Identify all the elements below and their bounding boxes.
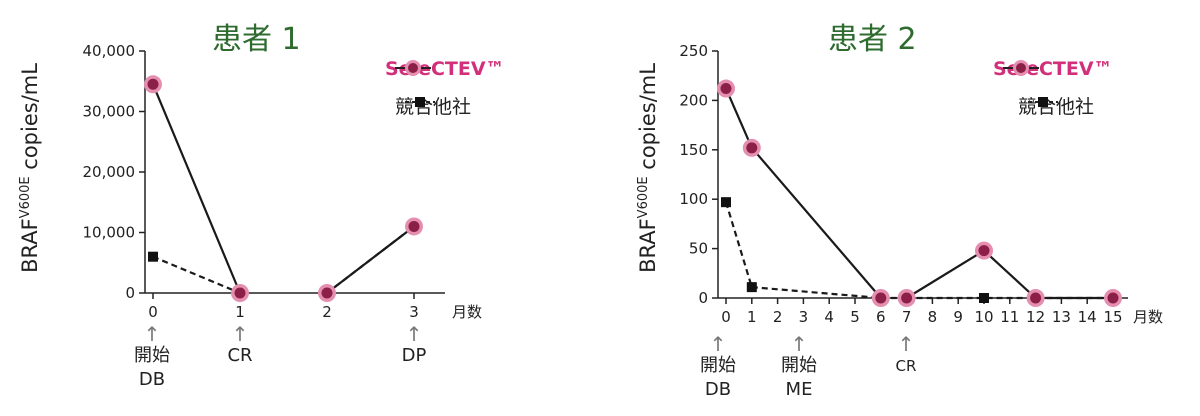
event-label-line2: DB <box>138 369 166 390</box>
chart-title: 患者 2 <box>828 22 917 57</box>
event-label-line1: CR <box>227 345 253 366</box>
series-line-selectev <box>326 225 415 294</box>
x-tick-label: 9 <box>953 308 963 326</box>
series-line-selectev <box>983 249 1037 299</box>
x-tick-label: 6 <box>876 308 886 326</box>
y-tick-label: 0 <box>698 289 708 307</box>
event-label-line1: 開始 <box>700 355 736 376</box>
chart-panel-patient-1: 患者 1 BRAFV600E copies/mL SeleCTEV™ 競合他社 … <box>18 22 505 392</box>
x-tick-label: 8 <box>928 308 938 326</box>
up-arrow-icon: ↑ <box>143 322 161 346</box>
data-point-selectev <box>234 287 246 299</box>
x-tick-label: 13 <box>1052 308 1071 326</box>
data-point-selectev <box>321 287 333 299</box>
event-label-line1: DP <box>401 345 427 366</box>
y-tick-label: 0 <box>125 284 135 302</box>
legend-circle-icon <box>395 60 431 76</box>
legend-square-icon <box>1028 97 1058 107</box>
event-label-line2: DB <box>704 379 732 400</box>
series-line-selectev <box>724 88 753 149</box>
series-line-competitor <box>152 255 241 295</box>
legend-circle-icon <box>1003 60 1039 76</box>
x-tick-label: 4 <box>824 308 834 326</box>
up-arrow-icon: ↑ <box>897 332 915 356</box>
series-line-selectev <box>151 83 242 294</box>
x-tick-label: 14 <box>1078 308 1097 326</box>
x-tick-label: 12 <box>1026 308 1045 326</box>
event-label-line1: CR <box>895 357 917 375</box>
series-line-competitor <box>751 286 881 300</box>
x-tick-label: 10 <box>974 308 993 326</box>
x-tick-label: 1 <box>747 308 757 326</box>
series-line-competitor <box>724 201 753 288</box>
chart-canvas: 0 10,000 20,000 30,000 40,000 0 1 2 3 月数 <box>83 42 483 321</box>
x-tick-label: 2 <box>322 303 332 321</box>
x-tick-label: 3 <box>409 303 419 321</box>
x-tick-label: 1 <box>235 303 245 321</box>
legend-square-icon <box>405 97 435 107</box>
y-tick-label: 30,000 <box>83 103 136 121</box>
legend-selectev: SeleCTEV™ <box>993 58 1113 80</box>
x-tick-label: 2 <box>773 308 783 326</box>
chart-title: 患者 1 <box>212 22 301 57</box>
legend-selectev: SeleCTEV™ <box>385 58 505 80</box>
data-point-selectev <box>720 83 732 95</box>
event-cr: ↑ CR <box>888 334 924 378</box>
x-tick-label: 11 <box>1000 308 1019 326</box>
x-axis-unit-label: 月数 <box>452 303 482 321</box>
data-point-selectev <box>746 142 758 154</box>
up-arrow-icon: ↑ <box>790 332 808 356</box>
event-dp: ↑ DP <box>396 324 432 368</box>
event-label-line1: 開始 <box>781 355 817 376</box>
x-tick-label: 7 <box>902 308 912 326</box>
x-axis-unit-label: 月数 <box>1133 308 1163 326</box>
chart-panel-patient-2: 患者 2 BRAFV600E copies/mL SeleCTEV™ 競合他社 … <box>600 0 1200 416</box>
data-point-competitor <box>746 282 757 293</box>
event-start-me: ↑ 開始 ME <box>781 334 817 402</box>
data-point-competitor <box>979 293 989 303</box>
y-tick-label: 200 <box>679 91 708 109</box>
event-cr: ↑ CR <box>222 324 258 368</box>
legend-competitor: 競合他社 <box>395 92 471 119</box>
data-point-selectev <box>1030 292 1042 304</box>
data-point-selectev <box>1107 292 1119 304</box>
series-line-selectev <box>750 147 882 299</box>
data-point-selectev <box>901 292 913 304</box>
y-tick-label: 150 <box>679 141 708 159</box>
up-arrow-icon: ↑ <box>405 322 423 346</box>
data-point-selectev <box>147 78 159 90</box>
series-line-selectev <box>906 249 985 299</box>
data-point-selectev <box>875 292 887 304</box>
data-point-competitor <box>148 251 158 262</box>
data-point-selectev <box>408 220 420 232</box>
y-tick-label: 40,000 <box>83 42 136 60</box>
data-point-selectev <box>978 245 990 257</box>
event-label-line1: 開始 <box>134 345 170 366</box>
y-tick-label: 250 <box>679 42 708 60</box>
y-tick-label: 20,000 <box>83 163 136 181</box>
up-arrow-icon: ↑ <box>231 322 249 346</box>
legend-competitor: 競合他社 <box>1018 92 1094 119</box>
y-tick-label: 100 <box>679 190 708 208</box>
x-tick-label: 15 <box>1103 308 1122 326</box>
data-point-competitor <box>721 197 731 208</box>
up-arrow-icon: ↑ <box>709 332 727 356</box>
event-label-line2: ME <box>785 379 813 400</box>
event-start-db: ↑ 開始 DB <box>700 334 736 402</box>
x-tick-label: 0 <box>148 303 158 321</box>
event-start-db: ↑ 開始 DB <box>134 324 170 392</box>
x-tick-label: 3 <box>799 308 809 326</box>
y-tick-label: 50 <box>689 240 708 258</box>
y-tick-label: 10,000 <box>83 224 136 242</box>
x-tick-label: 0 <box>721 308 731 326</box>
x-tick-label: 5 <box>850 308 860 326</box>
